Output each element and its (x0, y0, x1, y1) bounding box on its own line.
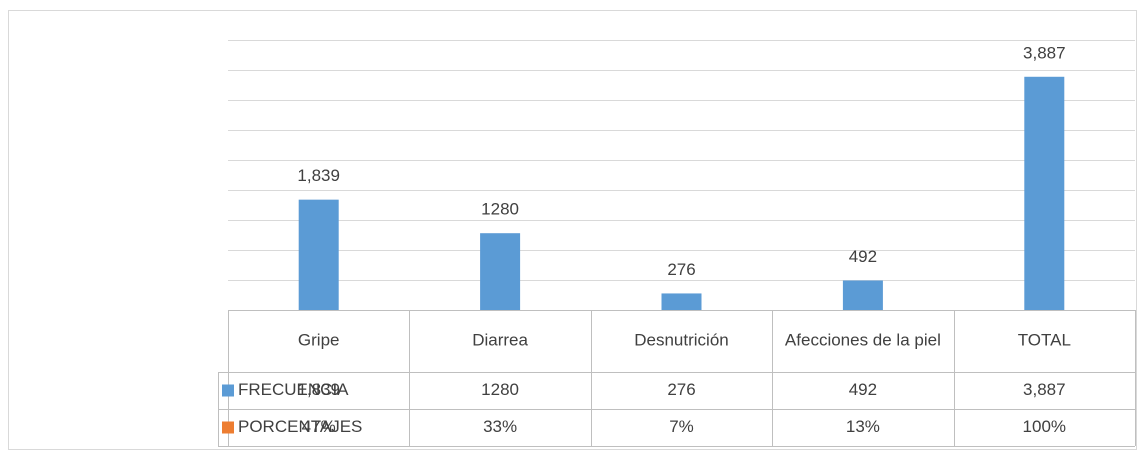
bar (480, 233, 521, 310)
table-cell: 276 (667, 380, 695, 399)
table-cell: 7% (669, 417, 694, 436)
table-cell: 100% (1023, 417, 1066, 436)
x-tick-label: Gripe (298, 330, 340, 349)
bar (661, 293, 702, 310)
data-label: 1280 (481, 200, 519, 219)
legend-label: PORCENTAJES (238, 417, 362, 436)
bar (842, 280, 883, 310)
chart-border (8, 10, 1137, 450)
legend-swatch (222, 384, 234, 397)
x-tick-label: Afecciones de la piel (785, 330, 941, 349)
table-cell: 33% (483, 417, 517, 436)
data-label: 3,887 (1023, 43, 1066, 62)
table-cell: 47% (302, 417, 336, 436)
table-cell: 13% (846, 417, 880, 436)
legend-swatch (222, 421, 234, 434)
data-label: 1,839 (297, 166, 340, 185)
x-tick-label: Diarrea (472, 330, 528, 349)
bar (1024, 76, 1065, 310)
x-tick-label: TOTAL (1018, 330, 1071, 349)
data-label: 492 (849, 247, 877, 266)
table-cell: 1,839 (297, 380, 340, 399)
data-label: 276 (667, 260, 695, 279)
bar (298, 199, 339, 310)
legend-label: FRECUENCIA (238, 380, 349, 399)
table-cell: 3,887 (1023, 380, 1066, 399)
table-cell: 1280 (481, 380, 519, 399)
table-cell: 492 (849, 380, 877, 399)
x-tick-label: Desnutrición (634, 330, 729, 349)
